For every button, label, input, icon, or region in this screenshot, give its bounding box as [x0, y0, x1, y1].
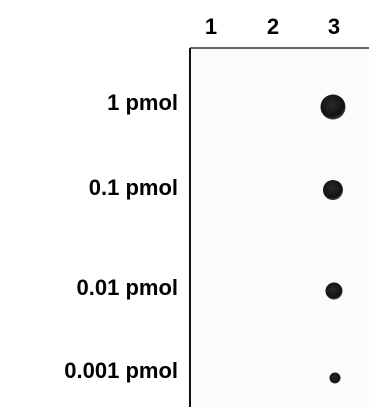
column-label: 1	[205, 14, 217, 39]
dot	[326, 283, 343, 300]
row-label: 0.01 pmol	[77, 275, 178, 300]
column-label: 3	[328, 14, 340, 39]
dot	[323, 180, 343, 200]
dot	[330, 373, 341, 384]
dot-blot-figure: 1 2 3 1 pmol 0.1 pmol 0.01 pmol 0.001 pm…	[0, 0, 369, 407]
row-label: 1 pmol	[107, 90, 178, 115]
row-label: 0.1 pmol	[89, 175, 178, 200]
row-label: 0.001 pmol	[64, 358, 178, 383]
page: 1 2 3 1 pmol 0.1 pmol 0.01 pmol 0.001 pm…	[0, 0, 369, 407]
dot	[321, 95, 346, 120]
column-label: 2	[267, 14, 279, 39]
